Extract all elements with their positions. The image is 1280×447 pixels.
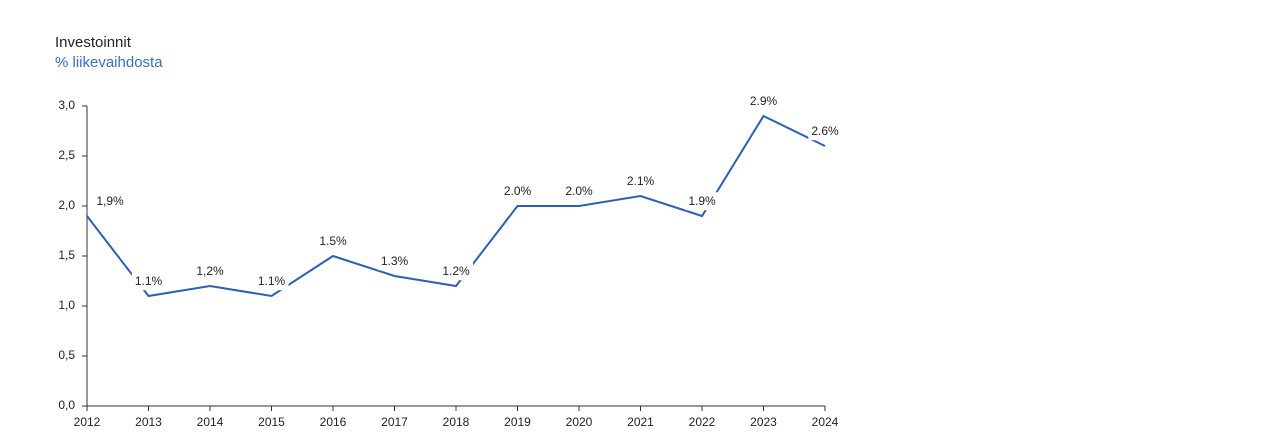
label-bg <box>500 182 535 201</box>
x-tick-label: 2022 <box>689 415 716 429</box>
y-tick-label: 2,0 <box>58 198 75 212</box>
label-bg <box>562 182 597 201</box>
data-label: 1.1% <box>135 274 163 288</box>
data-label: 1.3% <box>381 254 409 268</box>
x-tick-label: 2015 <box>258 415 285 429</box>
data-label: 2.6% <box>811 124 839 138</box>
data-label: 2.0% <box>504 184 532 198</box>
data-labels: 1,9% 1.1% 1,2% 1.1% 1.5% 1.3% 1.2% 2.0% 2.0% 2.1%… <box>93 92 843 291</box>
label-bg <box>685 192 720 211</box>
label-bg <box>316 232 351 251</box>
x-tick-label: 2019 <box>504 415 531 429</box>
data-label: 1,2% <box>196 264 224 278</box>
data-label: 2.0% <box>565 184 593 198</box>
label-bg <box>808 122 843 141</box>
label-bg <box>193 262 228 281</box>
x-tick-label: 2014 <box>197 415 224 429</box>
x-tick-label: 2018 <box>443 415 470 429</box>
x-tick-label: 2013 <box>135 415 162 429</box>
y-tick-label: 2,5 <box>58 148 75 162</box>
label-bg <box>93 192 128 211</box>
label-bg <box>746 92 781 111</box>
x-tick-label: 2021 <box>627 415 654 429</box>
x-tick-label: 2024 <box>812 415 839 429</box>
label-bg <box>254 272 289 291</box>
x-tick-label: 2017 <box>381 415 408 429</box>
data-label: 2.9% <box>750 94 778 108</box>
y-tick-label: 0,0 <box>58 398 75 412</box>
line <box>86 114 826 298</box>
data-label: 1,9% <box>96 194 124 208</box>
chart-subtitle: % liikevaihdosta <box>55 54 163 71</box>
data-label: 2.1% <box>627 174 655 188</box>
y-tick-label: 1,5 <box>58 248 75 262</box>
y-tick-label: 0,5 <box>58 348 75 362</box>
x-tick-label: 2016 <box>320 415 347 429</box>
x-tick-label: 2020 <box>566 415 593 429</box>
label-bg <box>439 262 474 281</box>
label-bg <box>623 172 658 191</box>
y-tick-label: 3,0 <box>58 98 75 112</box>
x-tick-label: 2023 <box>750 415 777 429</box>
data-label: 1.1% <box>258 274 286 288</box>
data-label: 1.2% <box>442 264 470 278</box>
label-bg <box>377 252 412 271</box>
y-tick-label: 1,0 <box>58 298 75 312</box>
chart-title: Investoinnit <box>55 34 132 51</box>
label-bg <box>131 272 166 291</box>
data-label: 1.5% <box>319 234 347 248</box>
x-tick-label: 2012 <box>74 415 101 429</box>
data-label: 1.9% <box>688 194 716 208</box>
